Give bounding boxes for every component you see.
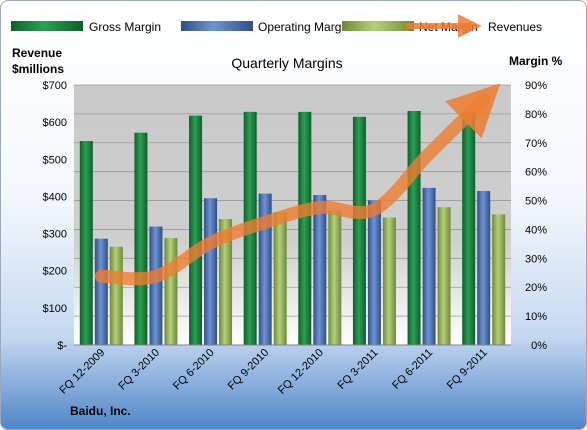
legend-operating-margin-swatch [181,21,253,31]
gross-margin-bar [79,141,93,345]
net-margin-bar [437,207,451,345]
left-tick-label: $300 [43,229,67,241]
category-label: FQ 6-2011 [390,347,435,392]
left-axis-ticks: $- $100 $200 $300 $400 $500 $600 $700 [43,80,68,352]
net-margin-bar [273,212,287,345]
legend-gross-margin-label: Gross Margin [89,20,161,34]
net-margin-bar [109,246,123,345]
category-label: FQ 9-2010 [226,347,272,393]
category-label: FQ 12-2010 [276,347,326,397]
company-name: Baidu, Inc. [70,404,131,418]
category-label: FQ 3-2010 [116,347,162,393]
right-axis-title: Margin % [509,54,563,68]
left-tick-label: $700 [43,80,67,92]
gross-margin-bar [298,111,312,345]
category-labels: FQ 12-2009 FQ 3-2010 FQ 6-2010 FQ 9-2010 FQ … [57,347,489,397]
operating-margin-bar [313,195,327,345]
net-margin-bar [492,214,506,345]
net-margin-bar [382,217,396,345]
gross-margin-bar [462,112,476,346]
legend: Gross Margin Operating Margin Net Margin… [11,14,542,38]
right-tick-label: 80% [525,109,547,121]
operating-margin-bar [422,187,436,345]
operating-margin-bar [149,226,163,345]
revenues-line-group [94,83,501,286]
right-tick-label: 20% [525,282,547,294]
chart-title: Quarterly Margins [231,55,342,71]
left-tick-label: $500 [43,154,67,166]
operating-margin-bar [477,191,491,345]
net-margin-bar [164,238,178,345]
gross-margin-bar [189,115,203,345]
category-label: FQ 6-2010 [171,347,217,393]
right-tick-label: 10% [525,311,547,323]
operating-margin-bar [258,193,272,345]
category-label: FQ 9-2011 [445,347,490,392]
operating-margin-bar [367,200,381,345]
revenues-line [94,83,501,286]
bars [79,111,506,346]
right-axis-ticks: 0% 10% 20% 30% 40% 50% 60% 70% 80% 90% [525,80,547,352]
right-tick-label: 60% [525,167,547,179]
right-tick-label: 40% [525,224,547,236]
right-tick-label: 0% [531,340,547,352]
net-margin-bar [219,219,233,345]
operating-margin-bar [204,198,218,345]
left-tick-label: $100 [43,303,67,315]
net-margin-bar [328,210,342,345]
operating-margin-bar [94,238,108,345]
right-tick-label: 90% [525,80,547,92]
gross-margin-bar [134,132,148,345]
legend-gross-margin-swatch [11,21,83,31]
legend-operating-margin-label: Operating Margin [258,20,351,34]
left-axis-title-line1: Revenue [12,46,62,60]
left-axis-title-line2: $millions [12,62,64,76]
legend-net-margin-swatch [342,21,414,31]
right-tick-label: 70% [525,138,547,150]
right-tick-label: 30% [525,253,547,265]
category-label: FQ 3-2011 [335,347,380,392]
left-tick-label: $600 [43,117,67,129]
category-label: FQ 12-2009 [57,347,107,397]
left-tick-label: $200 [43,266,67,278]
legend-revenues-label: Revenues [488,20,542,34]
gross-margin-bar [407,111,421,345]
left-tick-label: $- [57,340,67,352]
right-tick-label: 50% [525,196,547,208]
gross-margin-bar [352,116,366,346]
left-tick-label: $400 [43,191,67,203]
